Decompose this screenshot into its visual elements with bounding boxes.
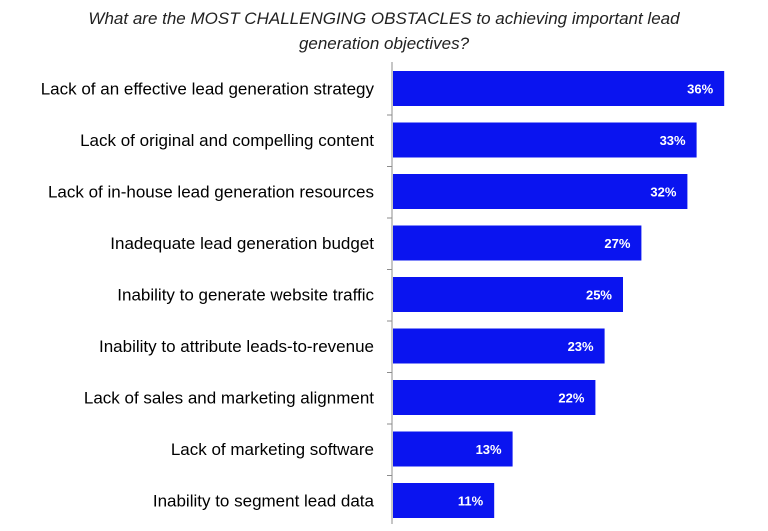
category-label: Inability to generate website traffic: [117, 286, 374, 305]
data-label: 22%: [558, 391, 584, 406]
data-label: 27%: [604, 236, 630, 251]
category-label: Inability to attribute leads-to-revenue: [99, 337, 374, 356]
category-label: Lack of marketing software: [171, 440, 374, 459]
category-label: Lack of an effective lead generation str…: [41, 80, 375, 99]
bar: [393, 225, 642, 261]
chart-title-line-1: What are the MOST CHALLENGING OBSTACLES …: [88, 9, 680, 28]
category-label: Lack of original and compelling content: [80, 131, 374, 150]
bar: [393, 122, 697, 158]
data-label: 25%: [586, 288, 612, 303]
category-label: Inability to segment lead data: [153, 492, 375, 511]
bar: [393, 71, 725, 106]
bar: [393, 328, 605, 364]
bar: [393, 277, 623, 312]
data-label: 23%: [568, 339, 594, 354]
data-label: 36%: [687, 82, 713, 97]
bar: [393, 174, 688, 209]
category-label: Lack of in-house lead generation resourc…: [48, 183, 374, 202]
data-label: 32%: [650, 185, 676, 200]
chart-title: What are the MOST CHALLENGING OBSTACLES …: [0, 6, 768, 56]
category-label: Inadequate lead generation budget: [110, 234, 374, 253]
data-label: 33%: [660, 133, 686, 148]
data-label: 11%: [458, 494, 484, 509]
bar: [393, 483, 495, 518]
category-label: Lack of sales and marketing alignment: [84, 389, 374, 408]
bar: [393, 380, 596, 415]
bar: [393, 431, 513, 467]
data-label: 13%: [476, 442, 502, 457]
chart-title-line-2: generation objectives?: [298, 34, 470, 53]
